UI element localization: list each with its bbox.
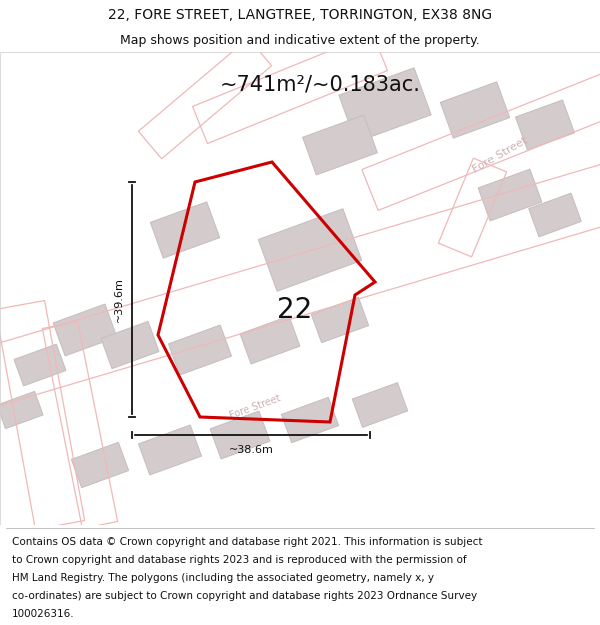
Polygon shape — [151, 202, 220, 258]
Polygon shape — [53, 304, 117, 356]
Polygon shape — [478, 169, 542, 221]
Polygon shape — [352, 382, 407, 428]
Polygon shape — [281, 398, 338, 442]
Text: 22, FORE STREET, LANGTREE, TORRINGTON, EX38 8NG: 22, FORE STREET, LANGTREE, TORRINGTON, E… — [108, 8, 492, 21]
Text: co-ordinates) are subject to Crown copyright and database rights 2023 Ordnance S: co-ordinates) are subject to Crown copyr… — [12, 591, 477, 601]
Polygon shape — [101, 321, 159, 369]
Polygon shape — [240, 316, 300, 364]
Polygon shape — [529, 193, 581, 237]
Polygon shape — [311, 298, 368, 343]
Text: Fore Street: Fore Street — [228, 393, 282, 421]
Polygon shape — [302, 115, 377, 175]
Polygon shape — [339, 68, 431, 142]
Polygon shape — [0, 391, 43, 429]
Text: ~741m²/~0.183ac.: ~741m²/~0.183ac. — [220, 75, 421, 95]
Text: ~39.6m: ~39.6m — [114, 277, 124, 322]
Text: Contains OS data © Crown copyright and database right 2021. This information is : Contains OS data © Crown copyright and d… — [12, 537, 482, 547]
Polygon shape — [139, 425, 202, 475]
Polygon shape — [259, 209, 362, 291]
Polygon shape — [210, 411, 270, 459]
Polygon shape — [440, 82, 509, 138]
Text: Fore Street: Fore Street — [471, 135, 529, 175]
Text: 100026316.: 100026316. — [12, 609, 74, 619]
Text: Map shows position and indicative extent of the property.: Map shows position and indicative extent… — [120, 34, 480, 47]
Text: HM Land Registry. The polygons (including the associated geometry, namely x, y: HM Land Registry. The polygons (includin… — [12, 573, 434, 583]
Text: to Crown copyright and database rights 2023 and is reproduced with the permissio: to Crown copyright and database rights 2… — [12, 555, 467, 565]
Text: ~38.6m: ~38.6m — [229, 445, 274, 455]
Polygon shape — [169, 325, 232, 375]
Text: 22: 22 — [277, 296, 313, 324]
Polygon shape — [515, 100, 574, 150]
Polygon shape — [71, 442, 128, 488]
Polygon shape — [14, 344, 66, 386]
